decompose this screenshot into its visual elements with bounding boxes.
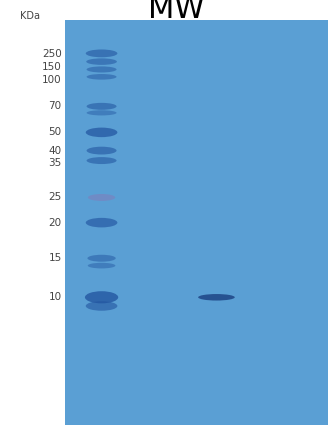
Ellipse shape (87, 110, 117, 115)
Text: 50: 50 (49, 127, 62, 138)
Text: 150: 150 (42, 62, 62, 72)
Text: 10: 10 (49, 292, 62, 302)
Text: MW: MW (148, 0, 205, 24)
Ellipse shape (86, 218, 117, 227)
Text: 100: 100 (42, 75, 62, 85)
FancyBboxPatch shape (65, 20, 328, 425)
Ellipse shape (87, 66, 117, 72)
Ellipse shape (87, 255, 116, 262)
Ellipse shape (86, 301, 117, 311)
Text: 25: 25 (48, 192, 62, 203)
Ellipse shape (86, 49, 117, 57)
Text: 70: 70 (49, 101, 62, 112)
Text: 40: 40 (49, 146, 62, 156)
Ellipse shape (87, 147, 117, 155)
Text: 15: 15 (48, 253, 62, 263)
Text: KDa: KDa (20, 11, 40, 22)
Ellipse shape (86, 58, 117, 65)
Ellipse shape (87, 74, 117, 80)
Ellipse shape (88, 263, 116, 268)
Ellipse shape (88, 194, 115, 201)
Text: 20: 20 (49, 217, 62, 228)
Text: 35: 35 (48, 158, 62, 168)
Ellipse shape (85, 291, 118, 303)
Ellipse shape (87, 103, 117, 110)
Ellipse shape (86, 128, 117, 137)
Ellipse shape (87, 157, 117, 164)
Text: 250: 250 (42, 49, 62, 59)
Ellipse shape (198, 294, 235, 300)
